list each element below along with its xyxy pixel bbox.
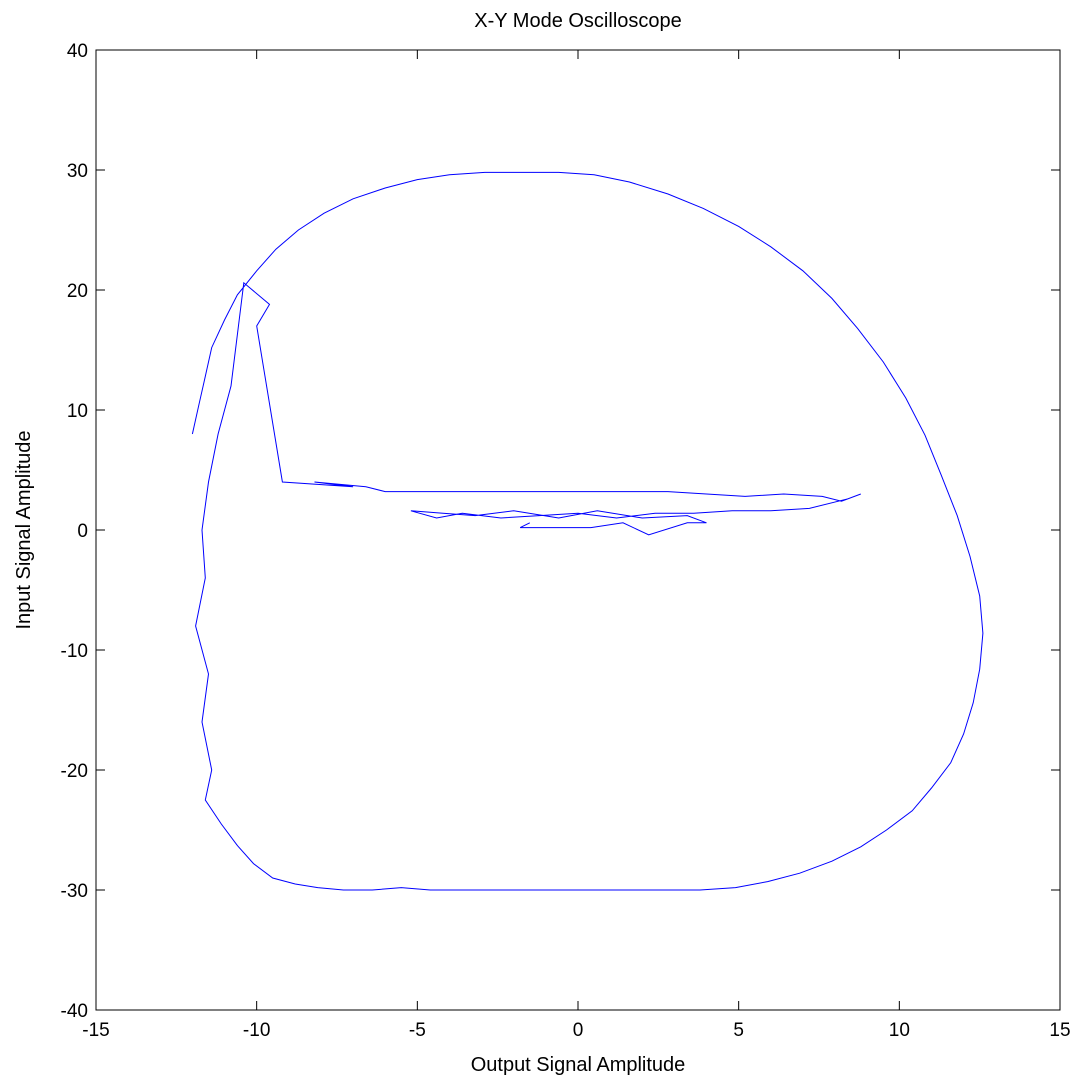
x-tick-label: 10 xyxy=(889,1020,910,1041)
x-axis-ticks xyxy=(95,50,1061,1010)
x-tick-label: -10 xyxy=(243,1020,270,1041)
y-tick-label: -10 xyxy=(61,641,88,662)
x-axis-tick-labels: -15 -10 -5 0 5 10 15 xyxy=(82,1020,1070,1041)
x-tick-label: 5 xyxy=(733,1020,744,1041)
y-tick-label: 10 xyxy=(67,401,88,422)
x-tick-label: -15 xyxy=(82,1020,109,1041)
x-tick-label: 15 xyxy=(1049,1020,1070,1041)
y-tick-label: -20 xyxy=(61,761,88,782)
series-line xyxy=(191,171,984,891)
x-tick-label: 0 xyxy=(573,1020,584,1041)
y-tick-label: 0 xyxy=(77,521,88,542)
y-tick-label: 20 xyxy=(67,281,88,302)
y-axis-ticks xyxy=(96,49,1060,1011)
y-tick-label: 30 xyxy=(67,161,88,182)
series-group xyxy=(191,171,984,891)
x-tick-label: -5 xyxy=(409,1020,426,1041)
y-axis-tick-labels: -40 -30 -20 -10 0 10 20 30 40 xyxy=(61,41,88,1022)
chart-title: X-Y Mode Oscilloscope xyxy=(474,10,682,32)
plot-area xyxy=(95,49,1061,1011)
y-tick-label: -40 xyxy=(61,1001,88,1022)
x-axis-label: Output Signal Amplitude xyxy=(471,1054,686,1076)
y-axis-label: Input Signal Amplitude xyxy=(13,430,35,629)
y-tick-label: -30 xyxy=(61,881,88,902)
y-tick-label: 40 xyxy=(67,41,88,62)
